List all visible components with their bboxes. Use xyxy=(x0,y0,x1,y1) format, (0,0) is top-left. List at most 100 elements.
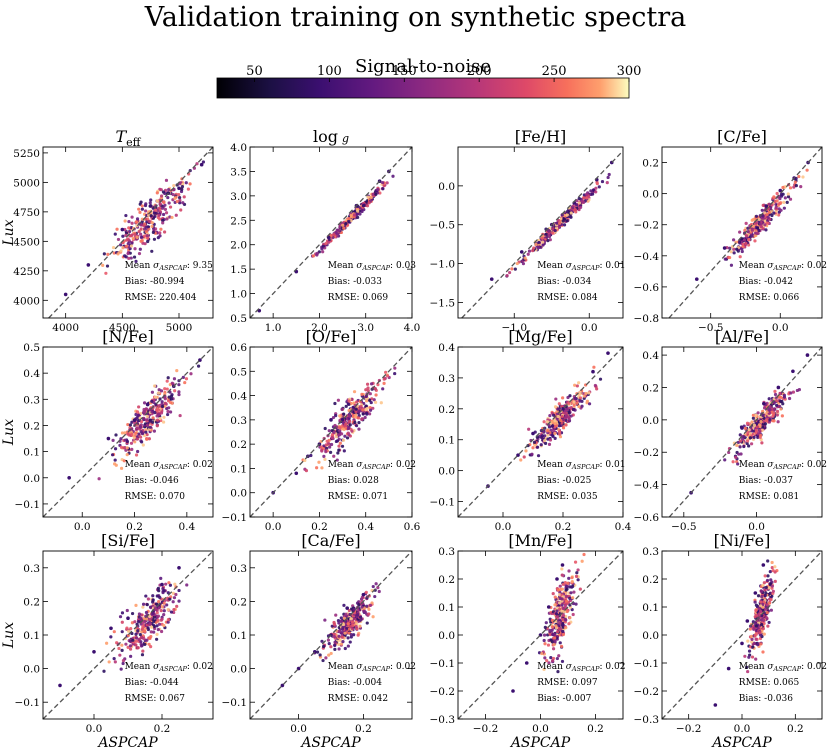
data-point xyxy=(521,262,526,266)
data-point xyxy=(539,443,543,447)
data-point xyxy=(355,212,359,216)
data-point xyxy=(357,603,361,607)
data-point xyxy=(148,201,152,205)
data-point xyxy=(175,199,179,204)
data-point xyxy=(729,250,733,254)
data-point xyxy=(165,217,169,221)
data-point xyxy=(574,203,579,207)
data-point xyxy=(150,625,154,629)
data-point xyxy=(335,458,339,462)
panel-title: [Si/Fe] xyxy=(101,531,155,550)
data-point xyxy=(130,215,134,219)
data-point xyxy=(337,642,341,646)
data-point xyxy=(559,419,563,423)
data-point xyxy=(177,192,181,197)
data-point xyxy=(86,263,91,267)
data-point xyxy=(558,221,562,225)
data-point xyxy=(167,406,171,410)
data-point xyxy=(762,581,766,585)
data-point xyxy=(342,603,346,607)
data-point xyxy=(341,438,346,442)
data-point xyxy=(545,659,549,663)
data-point xyxy=(385,374,390,378)
data-point xyxy=(356,215,360,220)
data-point xyxy=(557,402,561,406)
data-point xyxy=(600,179,605,184)
stat-mean-sigma: Mean σASPCAP: 0.01 xyxy=(537,261,625,272)
data-point xyxy=(567,569,571,573)
data-point xyxy=(156,391,161,395)
data-point xyxy=(138,424,142,428)
data-point xyxy=(768,582,773,586)
y-tick-label: 1.0 xyxy=(230,289,247,301)
data-point xyxy=(553,229,557,233)
y-tick-label: −0.8 xyxy=(634,313,660,325)
data-point xyxy=(124,213,128,218)
data-point xyxy=(360,209,364,214)
y-tick-label: 4.0 xyxy=(230,142,247,154)
data-point xyxy=(537,240,541,245)
y-tick-label: 0.3 xyxy=(642,546,659,558)
data-point xyxy=(163,203,167,207)
data-point xyxy=(368,603,373,607)
data-point xyxy=(338,414,342,418)
data-point xyxy=(145,418,149,422)
y-tick-label: −0.2 xyxy=(430,686,456,698)
data-point xyxy=(338,638,342,642)
panel-7: −0.5 0.0 −0.6 −0.4 −0.2 0.0 0.2 0.4 [Al/Fe] Mean … xyxy=(634,327,828,533)
data-point xyxy=(738,445,742,449)
data-point xyxy=(562,223,567,227)
data-point xyxy=(169,610,174,614)
panel-grid: 4000 4500 5000 4000 4250 4500 4750 5000 5250 Teff… xyxy=(1,127,827,750)
data-point xyxy=(754,428,758,433)
data-point xyxy=(754,214,759,218)
data-point xyxy=(780,414,784,418)
data-point xyxy=(756,226,760,230)
data-point xyxy=(144,430,148,434)
data-point xyxy=(783,196,787,200)
data-point xyxy=(157,388,161,392)
data-point xyxy=(346,636,350,640)
data-point xyxy=(138,633,142,637)
data-point xyxy=(543,441,548,445)
data-point xyxy=(753,591,758,595)
data-point xyxy=(161,221,165,225)
data-point xyxy=(560,597,564,601)
data-point xyxy=(322,444,326,448)
data-point xyxy=(569,211,573,215)
data-point xyxy=(315,251,320,255)
data-point xyxy=(338,426,342,430)
data-point xyxy=(769,578,773,582)
data-point xyxy=(764,228,768,232)
panel-11: −0.2 0.0 0.2 −0.3 −0.2 −0.1 0.0 0.1 0.2 0.3 [Ni/Fe… xyxy=(634,531,828,750)
data-point xyxy=(144,610,149,615)
data-point xyxy=(760,441,764,445)
data-point xyxy=(123,254,127,258)
data-point xyxy=(606,351,610,355)
data-point xyxy=(573,383,577,387)
data-point xyxy=(357,409,361,413)
data-point xyxy=(766,215,770,219)
data-point xyxy=(694,277,699,281)
data-point xyxy=(340,635,344,639)
data-point xyxy=(549,655,553,660)
data-point xyxy=(555,609,559,613)
x-tick-label: 0.0 xyxy=(74,521,91,533)
data-point xyxy=(169,394,174,398)
data-point xyxy=(519,250,524,254)
data-point xyxy=(576,578,580,582)
y-tick-label: 0.4 xyxy=(642,350,659,362)
data-point xyxy=(158,234,162,238)
data-point xyxy=(577,201,581,205)
data-point xyxy=(177,588,181,593)
data-point xyxy=(148,614,152,619)
stat-mean-sigma: Mean σASPCAP: 0.02 xyxy=(537,662,625,673)
data-point xyxy=(560,563,565,567)
data-point xyxy=(146,239,150,244)
data-point xyxy=(120,648,124,652)
data-point xyxy=(130,447,134,451)
data-point xyxy=(315,466,319,470)
data-point xyxy=(125,238,129,242)
data-point xyxy=(139,232,143,236)
data-point xyxy=(761,650,765,654)
